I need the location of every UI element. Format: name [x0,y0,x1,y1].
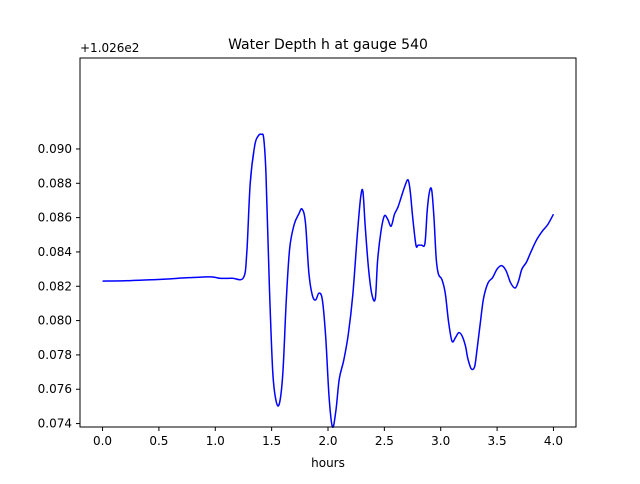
y-tick-label: 0.086 [38,211,72,225]
series-line [102,133,555,428]
y-tick-label: 0.084 [38,245,72,259]
chart-title: Water Depth h at gauge 540 [228,37,428,53]
x-tick-label: 4.0 [544,434,563,448]
y-axis-ticks: 0.074 0.076 0.078 0.080 0.082 0.084 0.086 0.088… [38,142,80,431]
x-tick-label: 0.0 [93,434,112,448]
x-tick-label: 0.5 [149,434,168,448]
y-tick-label: 0.076 [38,382,72,396]
x-tick-label: 3.0 [431,434,450,448]
plot-frame [79,57,577,428]
x-tick-label: 3.5 [488,434,507,448]
x-axis-ticks: 0.0 0.5 1.0 1.5 2.0 2.5 3.0 3.5 4.0 [93,427,563,448]
y-offset-label: +1.026e2 [80,41,139,55]
y-tick-label: 0.080 [38,314,72,328]
y-tick-label: 0.088 [38,176,72,190]
x-tick-label: 2.0 [318,434,337,448]
y-tick-label: 0.090 [38,142,72,156]
y-tick-label: 0.074 [38,417,72,431]
x-axis-label: hours [311,456,345,470]
y-tick-label: 0.082 [38,279,72,293]
y-tick-label: 0.078 [38,348,72,362]
x-tick-label: 2.5 [375,434,394,448]
x-tick-label: 1.0 [206,434,225,448]
x-tick-label: 1.5 [262,434,281,448]
